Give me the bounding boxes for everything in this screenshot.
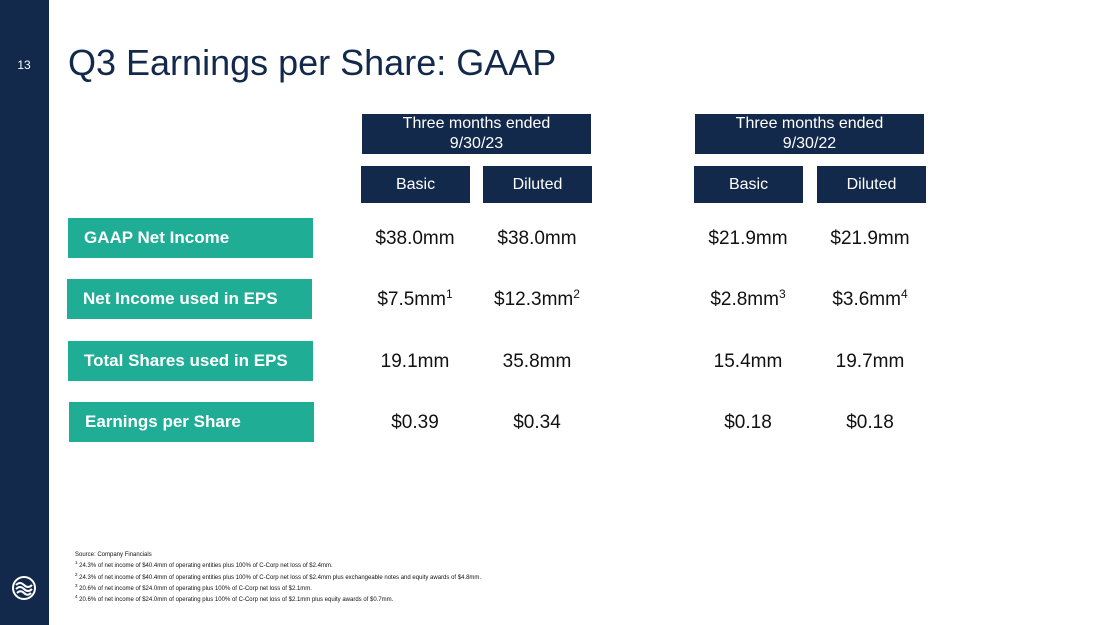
- footnote-source: Source: Company Financials: [75, 552, 152, 558]
- table-cell: $21.9mm: [708, 228, 788, 249]
- footnote-mark: 2: [573, 287, 580, 301]
- table-cell: $0.18: [846, 412, 894, 433]
- table-cell: $7.5mm1: [377, 287, 453, 310]
- table-cell: 35.8mm: [502, 351, 572, 372]
- table-cell: $3.6mm4: [832, 287, 908, 310]
- footnote-mark: 4: [900, 287, 908, 301]
- footnotes: Source: Company Financials 1 24.3% of ne…: [75, 551, 481, 604]
- company-logo-icon: [12, 576, 36, 600]
- footnote-mark: 3: [778, 287, 786, 301]
- footnote-item: 4 20.6% of net income of $24.0mm of oper…: [75, 594, 394, 604]
- row-label-gaap-net-income: GAAP Net Income: [68, 218, 313, 258]
- table-cell: 19.1mm: [380, 351, 450, 372]
- period-header-line1: Three months ended: [402, 115, 551, 132]
- page-number: 13: [17, 58, 31, 72]
- footnote-item: 3 20.6% of net income of $24.0mm of oper…: [75, 582, 312, 592]
- table-cell: $21.9mm: [830, 228, 910, 249]
- footnote-item: 1 24.3% of net income of $40.4mm of oper…: [75, 560, 333, 570]
- page-title: Q3 Earnings per Share: GAAP: [68, 42, 557, 83]
- period-header-2023: Three months ended 9/30/23: [362, 114, 591, 154]
- period-header-line2: 9/30/23: [449, 135, 504, 152]
- column-header-diluted: Diluted: [817, 166, 926, 203]
- table-cell: $0.39: [391, 412, 439, 433]
- sidebar: 13: [0, 0, 49, 625]
- table-cell: $2.8mm3: [710, 287, 786, 310]
- footnote-mark: 1: [445, 287, 453, 301]
- row-label-total-shares: Total Shares used in EPS: [68, 341, 313, 381]
- footnote-item: 2 24.3% of net income of $40.4mm of oper…: [75, 571, 482, 581]
- table-cell: $12.3mm2: [494, 287, 580, 310]
- table-cell: $38.0mm: [497, 228, 577, 249]
- table-cell: 19.7mm: [835, 351, 905, 372]
- row-label-eps: Earnings per Share: [69, 402, 314, 442]
- column-header-basic: Basic: [361, 166, 470, 203]
- period-header-2022: Three months ended 9/30/22: [695, 114, 924, 154]
- column-header-diluted: Diluted: [483, 166, 592, 203]
- period-header-line2: 9/30/22: [782, 135, 837, 152]
- table-cell: $0.34: [513, 412, 561, 433]
- table-cell: 15.4mm: [713, 351, 783, 372]
- period-header-line1: Three months ended: [735, 115, 884, 132]
- column-header-basic: Basic: [694, 166, 803, 203]
- table-cell: $38.0mm: [375, 228, 455, 249]
- table-cell: $0.18: [724, 412, 772, 433]
- row-label-net-income-eps: Net Income used in EPS: [67, 279, 312, 319]
